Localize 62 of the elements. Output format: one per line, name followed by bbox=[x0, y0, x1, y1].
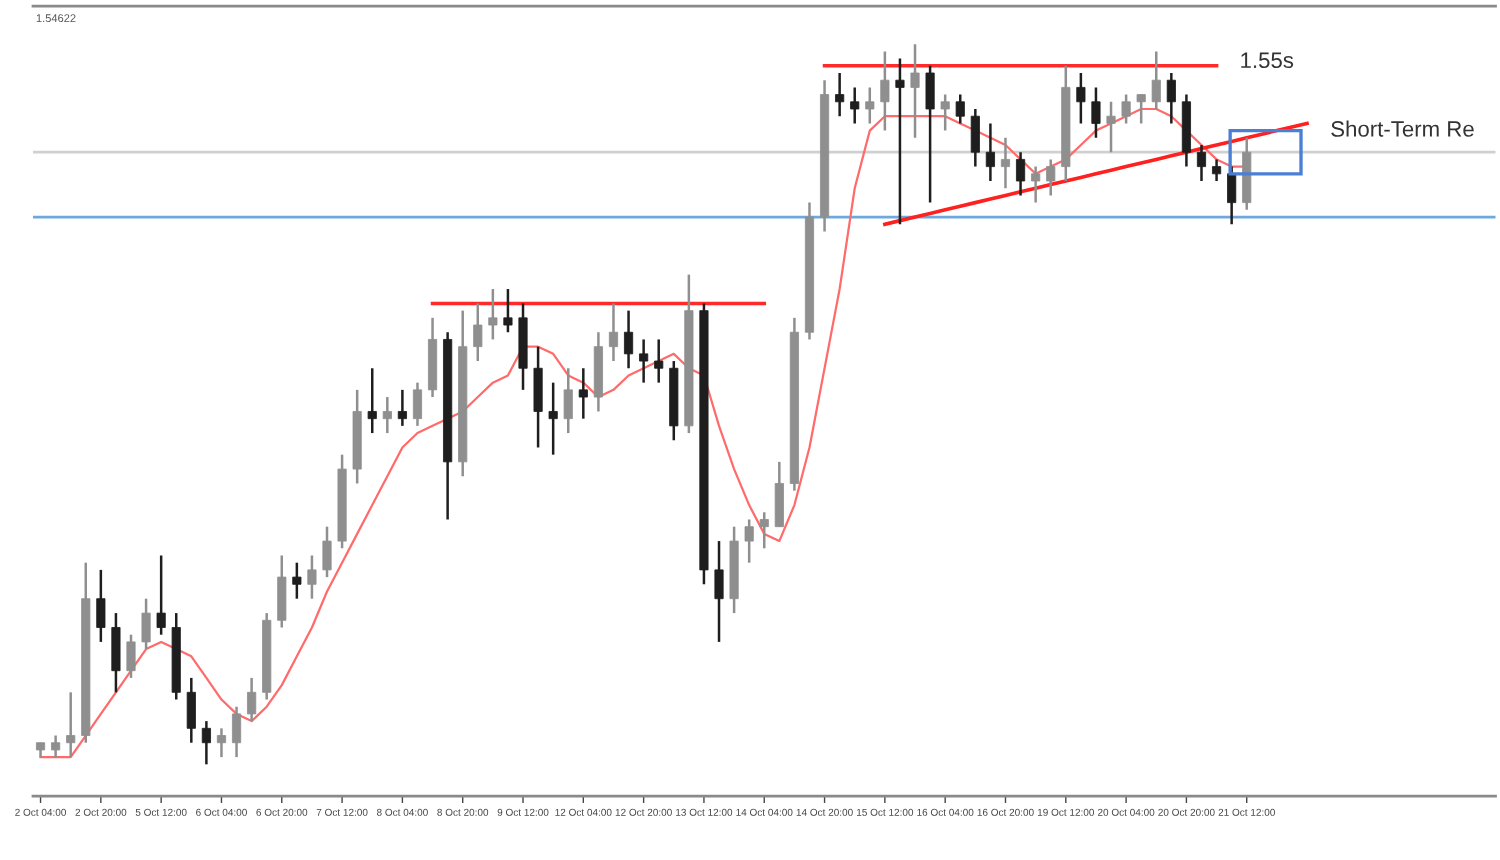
candlestick bbox=[1016, 150, 1026, 197]
annotation: 1.55s bbox=[1241, 52, 1294, 69]
candlestick bbox=[367, 367, 377, 435]
candlestick bbox=[201, 719, 211, 766]
candlestick bbox=[488, 287, 498, 341]
candlestick bbox=[126, 633, 136, 680]
candlestick bbox=[623, 309, 634, 370]
candlestick bbox=[563, 367, 573, 435]
candlestick bbox=[759, 511, 769, 550]
candlestick bbox=[473, 302, 483, 363]
candlestick bbox=[247, 676, 257, 723]
candlestick bbox=[925, 64, 935, 204]
candlestick bbox=[940, 93, 950, 132]
candlestick bbox=[1031, 165, 1041, 204]
candlestick bbox=[1166, 71, 1176, 125]
candlestick bbox=[503, 287, 513, 334]
candlestick bbox=[1076, 71, 1086, 125]
candlestick bbox=[548, 381, 558, 456]
candlestick bbox=[1091, 86, 1101, 140]
candlestick bbox=[835, 71, 845, 118]
annotation: Short-Term Re bbox=[1331, 120, 1474, 137]
candlestick bbox=[322, 525, 332, 579]
candlestick bbox=[1227, 165, 1237, 226]
candlestick bbox=[578, 367, 588, 420]
candlestick bbox=[774, 460, 784, 528]
candlestick bbox=[1121, 93, 1131, 125]
candlestick bbox=[216, 727, 227, 759]
candlestick bbox=[111, 611, 121, 694]
candlestick bbox=[277, 554, 287, 629]
candlestick bbox=[910, 42, 920, 140]
candlestick bbox=[382, 395, 392, 435]
candlestick bbox=[714, 539, 724, 644]
candlestick bbox=[1000, 136, 1011, 190]
candlestick bbox=[96, 568, 106, 644]
candlestick bbox=[880, 50, 890, 132]
candlestick bbox=[141, 597, 151, 651]
candlestick bbox=[865, 86, 875, 125]
candlestick bbox=[1046, 158, 1056, 197]
candlestick bbox=[654, 338, 664, 384]
candlestick bbox=[186, 676, 196, 744]
candlestick bbox=[412, 381, 423, 428]
candlestick bbox=[66, 691, 76, 759]
candlestick bbox=[1106, 100, 1116, 154]
candlestick bbox=[639, 338, 649, 384]
candlestick bbox=[850, 86, 860, 125]
candlestick bbox=[985, 122, 995, 183]
candlestick bbox=[397, 388, 407, 428]
candlestick bbox=[608, 302, 619, 363]
candlestick bbox=[955, 93, 965, 125]
candlestick bbox=[1151, 50, 1161, 111]
candlestick bbox=[292, 561, 302, 600]
candlestick bbox=[51, 734, 61, 759]
candlestick bbox=[970, 107, 980, 168]
candlestick bbox=[895, 57, 905, 226]
candlestick bbox=[307, 554, 317, 600]
candlestick bbox=[1212, 158, 1222, 183]
candlestick bbox=[231, 705, 242, 759]
candlestick bbox=[1196, 143, 1207, 183]
candlestick bbox=[533, 345, 543, 449]
candlestick bbox=[744, 518, 754, 564]
candlestick bbox=[1136, 93, 1146, 125]
candlestick bbox=[156, 554, 166, 636]
